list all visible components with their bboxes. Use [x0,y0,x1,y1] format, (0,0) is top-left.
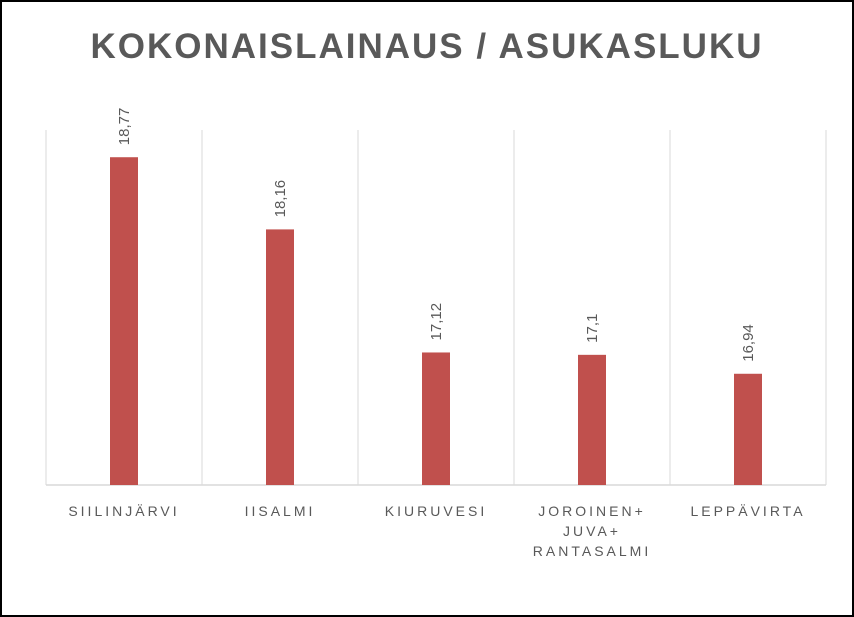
bar [266,229,294,485]
data-label: 18,16 [272,180,289,218]
data-label: 17,12 [428,303,445,341]
data-label: 16,94 [740,324,757,362]
category-label: JUVA+ [563,523,621,539]
category-label: RANTASALMI [533,543,651,559]
bar [578,354,606,485]
category-label: LEPPÄVIRTA [690,503,805,519]
bar [422,352,450,485]
category-label: KIURUVESI [385,503,487,519]
category-label: IISALMI [245,503,316,519]
data-label: 17,1 [584,314,601,343]
bar [734,373,762,485]
chart-title: KOKONAISLAINAUS / ASUKASLUKU [90,27,763,66]
category-label: SIILINJÄRVI [68,503,179,519]
bar [110,157,138,485]
data-label: 18,77 [116,108,133,146]
category-label: JOROINEN+ [538,503,646,519]
